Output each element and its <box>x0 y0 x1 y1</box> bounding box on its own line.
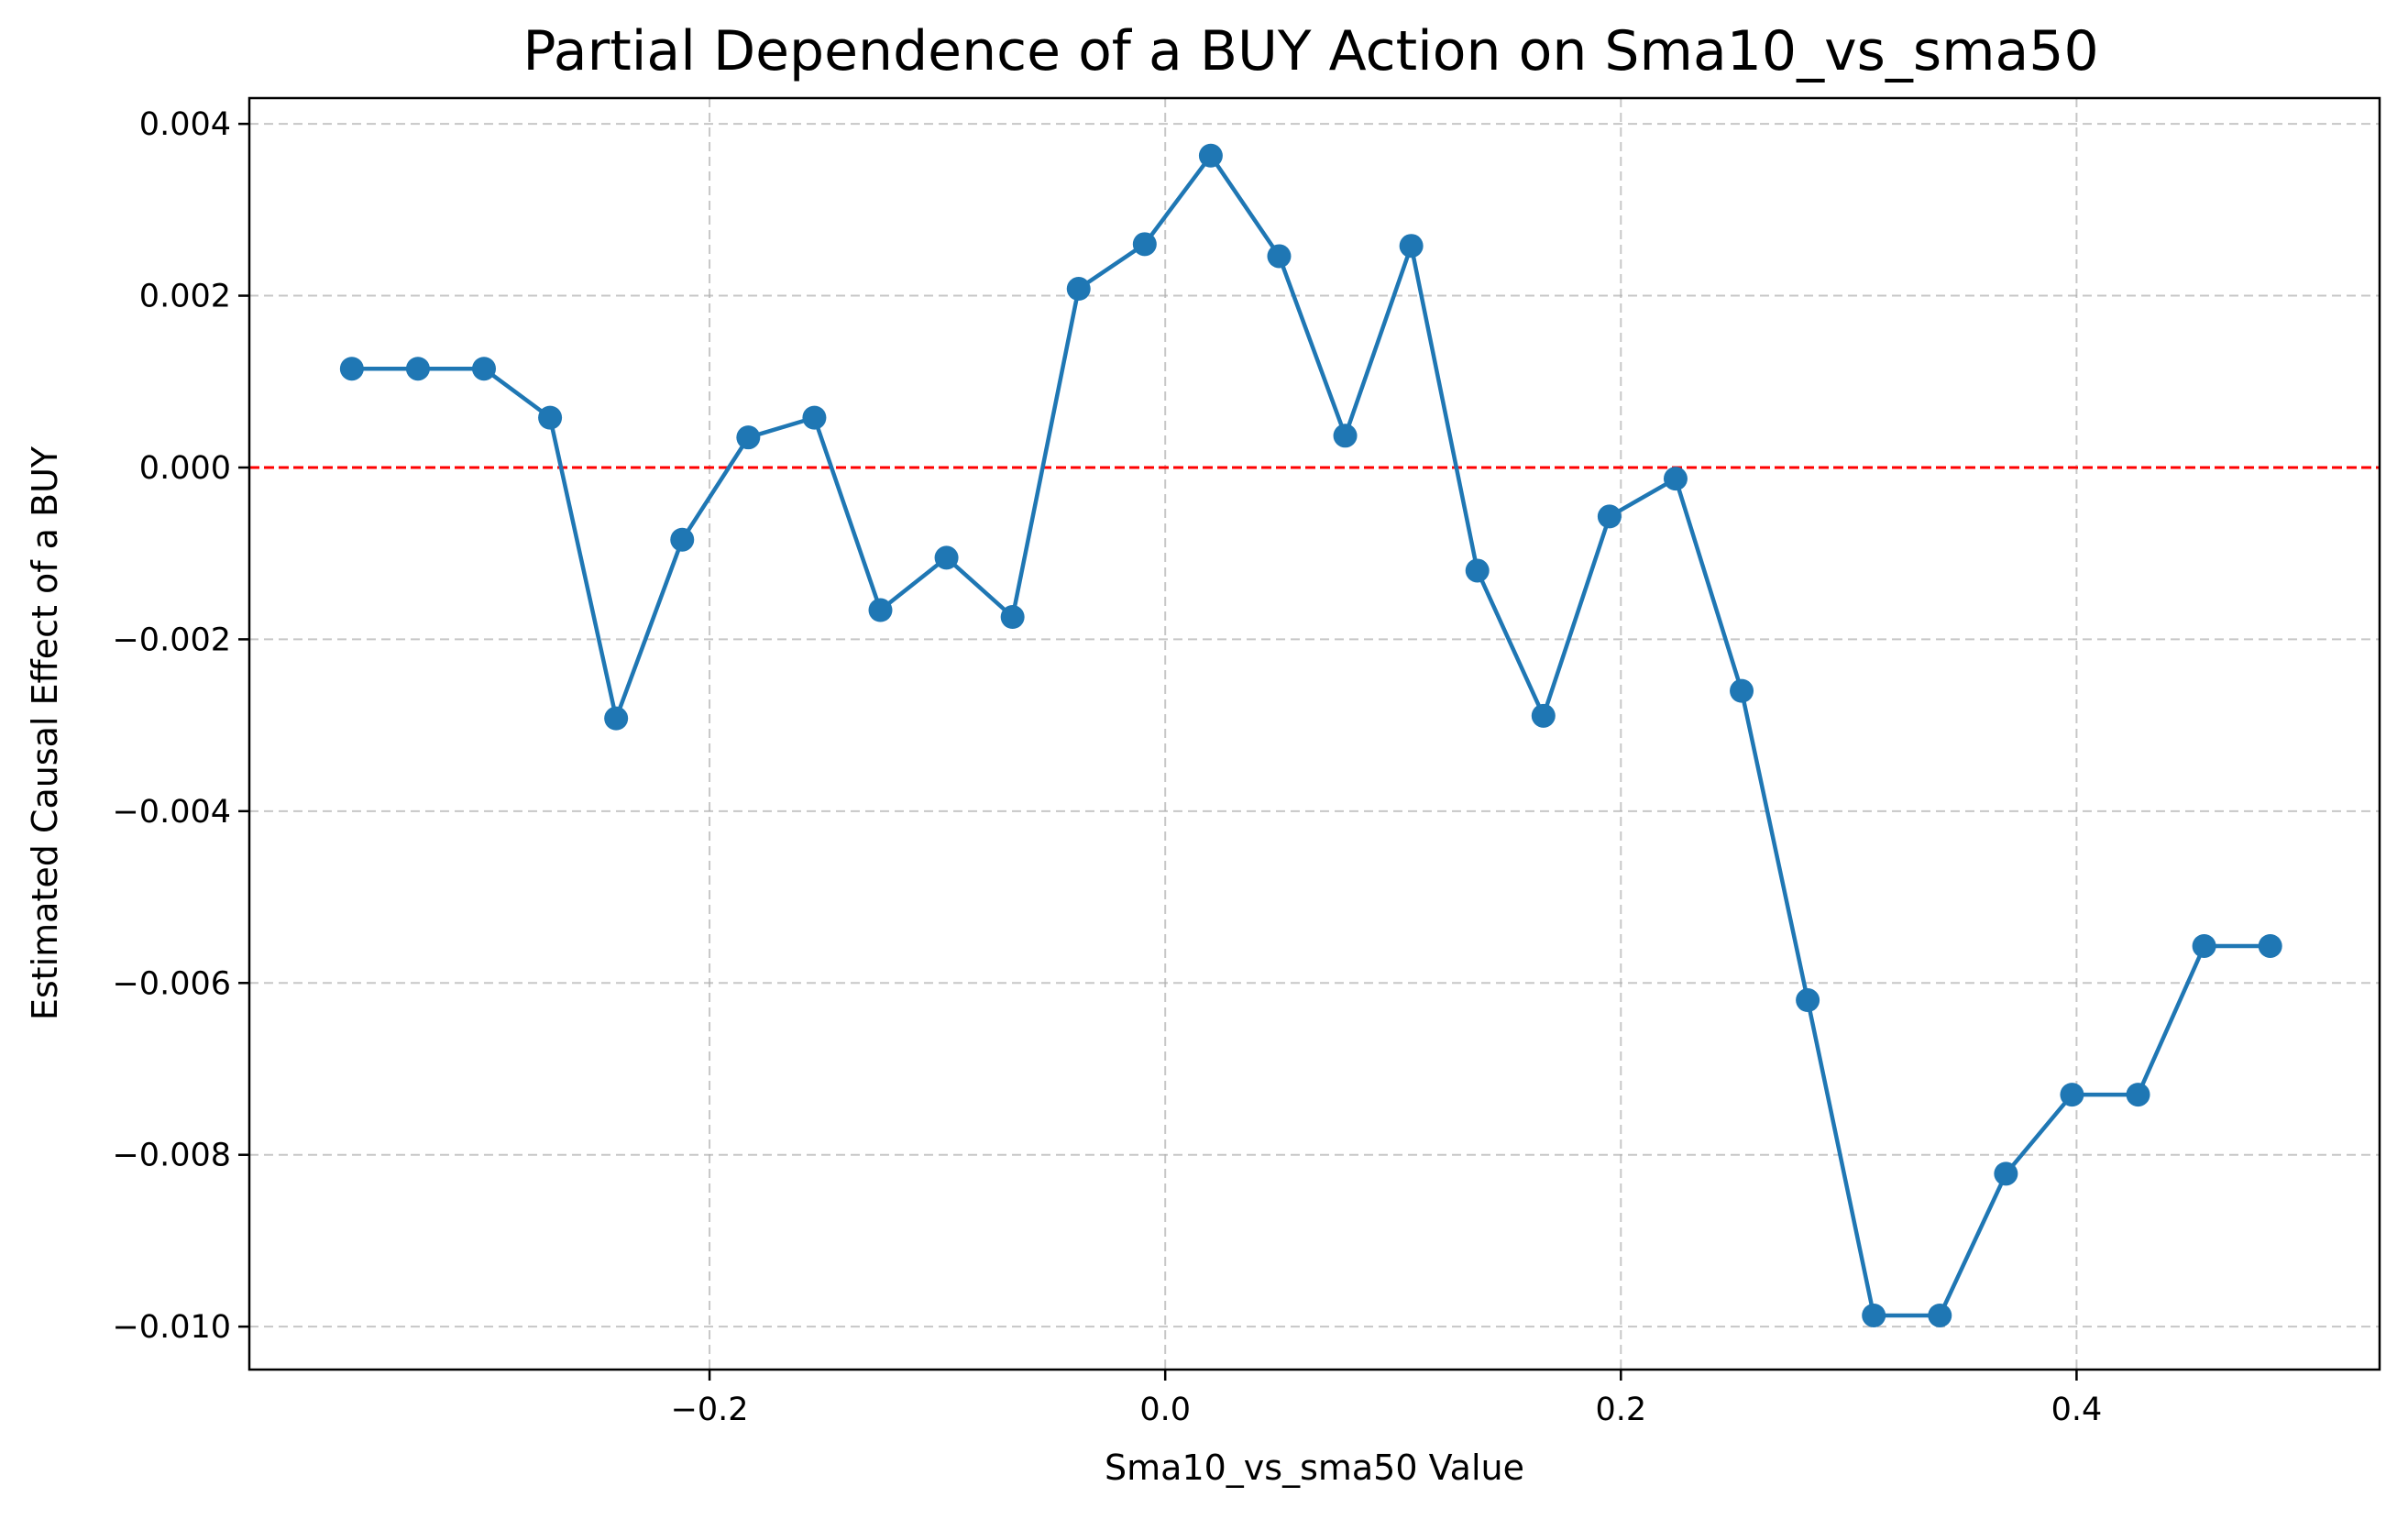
data-point <box>1796 988 1820 1013</box>
x-tick-label: −0.2 <box>671 1392 749 1428</box>
plot-area-frame <box>247 96 2381 1371</box>
data-point <box>2060 1083 2084 1107</box>
data-point <box>2258 933 2282 958</box>
data-point <box>1928 1303 1952 1327</box>
data-point <box>1333 424 1358 448</box>
y-axis-label: Estimated Causal Effect of a BUY <box>25 446 65 1020</box>
data-point <box>1663 467 1688 491</box>
chart-title: Partial Dependence of a BUY Action on Sm… <box>522 19 2098 83</box>
data-point <box>1994 1161 2018 1186</box>
series-layer <box>339 143 2282 1327</box>
data-point <box>405 357 430 381</box>
data-point <box>1730 678 1754 703</box>
y-tick-label: 0.000 <box>139 450 231 487</box>
data-point <box>2126 1083 2150 1107</box>
data-point <box>2192 933 2216 958</box>
data-point <box>339 357 364 381</box>
y-tick-label: −0.002 <box>112 622 231 658</box>
y-tick-label: −0.008 <box>112 1138 231 1174</box>
data-point <box>1132 232 1157 257</box>
data-point <box>934 545 959 570</box>
data-point <box>1399 234 1424 259</box>
data-point <box>670 527 695 552</box>
x-tick-label: 0.0 <box>1139 1392 1191 1428</box>
data-point <box>1597 504 1622 529</box>
y-axis-ticks: 0.004 0.002 0.000 −0.002 −0.004 −0.006 −0.008 −… <box>112 106 249 1346</box>
data-point <box>604 706 629 731</box>
data-point <box>472 357 497 381</box>
data-point <box>1862 1303 1886 1327</box>
data-point <box>1198 143 1223 168</box>
x-tick-label: 0.4 <box>2051 1392 2103 1428</box>
y-tick-label: −0.010 <box>112 1309 231 1346</box>
data-point <box>1066 277 1091 302</box>
y-tick-label: 0.002 <box>139 279 231 315</box>
y-tick-label: −0.004 <box>112 794 231 831</box>
data-point <box>868 598 893 622</box>
x-tick-label: 0.2 <box>1595 1392 1646 1428</box>
data-point <box>538 405 563 430</box>
y-tick-label: −0.006 <box>112 965 231 1002</box>
data-point <box>1531 703 1556 728</box>
data-point <box>1465 558 1490 583</box>
data-point <box>1000 605 1025 630</box>
x-axis-ticks: −0.2 0.0 0.2 0.4 <box>671 1370 2103 1428</box>
data-point <box>1267 244 1292 269</box>
x-axis-label: Sma10_vs_sma50 Value <box>1105 1447 1524 1488</box>
data-point <box>736 425 761 450</box>
data-point <box>802 405 827 430</box>
y-tick-label: 0.004 <box>139 106 231 143</box>
series-line <box>351 153 2271 1318</box>
